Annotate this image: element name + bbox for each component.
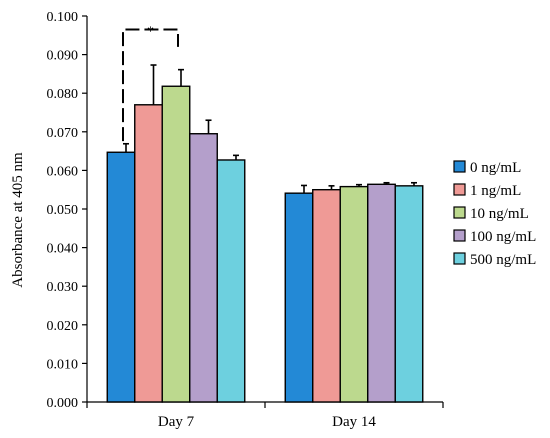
legend-swatch [453, 252, 466, 265]
y-tick-label: 0.010 [47, 357, 79, 372]
bar [161, 85, 191, 403]
significance-label: * [147, 25, 154, 40]
y-tick-label: 0.000 [47, 396, 79, 411]
bar [284, 192, 314, 403]
legend-swatch [453, 206, 466, 219]
y-axis-title: Absorbance at 405 nm [10, 152, 26, 288]
y-tick-label: 0.040 [47, 242, 79, 257]
legend-label: 500 ng/mL [470, 252, 536, 268]
legend-label: 1 ng/mL [470, 183, 521, 199]
legend-swatch [453, 229, 466, 242]
x-axis: Day 7 Day 14 [86, 401, 444, 430]
bar [189, 133, 218, 403]
y-tick-label: 0.100 [47, 10, 79, 25]
legend-label: 100 ng/mL [470, 229, 536, 245]
bar [216, 159, 246, 403]
significance-bracket [122, 28, 179, 142]
y-tick-label: 0.020 [47, 319, 79, 334]
significance-annotation: * [122, 25, 179, 142]
y-tick-label: 0.070 [47, 126, 79, 141]
y-tick-label: 0.090 [47, 49, 79, 64]
x-tick-label: Day 14 [332, 414, 376, 430]
y-tick-label: 0.030 [47, 280, 79, 295]
legend-swatch [453, 183, 466, 196]
legend-swatch [453, 160, 466, 173]
y-tick-label: 0.060 [47, 164, 79, 179]
bar [367, 183, 396, 403]
y-tick-label: 0.050 [47, 203, 79, 218]
bar [339, 185, 369, 403]
y-axis: 0.000 0.010 0.020 0.030 0.040 0.050 0.060 0.070… [47, 10, 88, 411]
bar [106, 151, 136, 403]
legend-label: 0 ng/mL [470, 160, 521, 176]
x-tick-label: Day 7 [158, 414, 195, 430]
legend-label: 10 ng/mL [470, 206, 529, 222]
bar [394, 185, 424, 403]
y-tick-label: 0.080 [47, 87, 79, 102]
bar [134, 104, 163, 403]
bar [312, 188, 341, 403]
legend: 0 ng/mL 1 ng/mL 10 ng/mL 100 ng/mL 500 ng/mL [453, 160, 536, 268]
error-bars [123, 64, 417, 194]
plot-bars [106, 85, 424, 403]
